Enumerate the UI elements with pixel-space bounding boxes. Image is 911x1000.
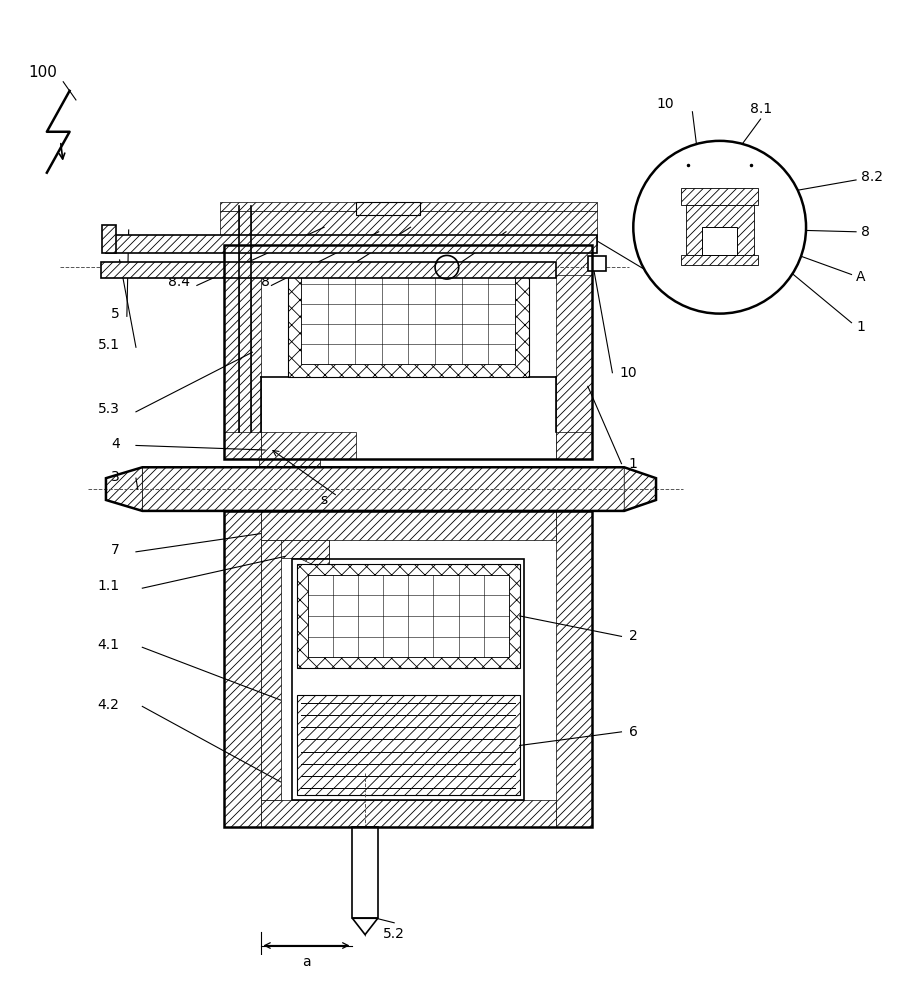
Text: s: s: [321, 493, 327, 507]
Polygon shape: [106, 467, 142, 511]
Polygon shape: [556, 245, 592, 459]
Text: 7: 7: [111, 543, 119, 557]
Text: 5.2: 5.2: [383, 927, 404, 941]
Text: 5.1: 5.1: [97, 338, 119, 352]
Text: 4.2: 4.2: [97, 698, 119, 712]
Text: A: A: [855, 270, 865, 284]
Polygon shape: [261, 540, 328, 558]
Bar: [288, 250, 528, 377]
Text: 3: 3: [111, 470, 119, 484]
Text: 8.4: 8.4: [168, 275, 189, 289]
Bar: [297, 695, 519, 795]
Text: 9: 9: [311, 275, 319, 289]
Bar: [355, 202, 419, 215]
Text: 5: 5: [111, 307, 119, 321]
Polygon shape: [556, 511, 592, 827]
Text: 10: 10: [619, 366, 637, 380]
Text: 2: 2: [628, 629, 637, 643]
Text: 8: 8: [261, 275, 270, 289]
Polygon shape: [259, 459, 319, 475]
Polygon shape: [681, 255, 757, 265]
Text: 8.1: 8.1: [749, 102, 771, 116]
Bar: [220, 202, 597, 211]
Text: 8: 8: [860, 225, 868, 239]
Text: 1.1: 1.1: [97, 579, 119, 593]
Polygon shape: [681, 188, 757, 205]
Text: 100: 100: [28, 65, 57, 80]
Text: 1: 1: [628, 457, 637, 471]
Text: 8.1: 8.1: [408, 275, 430, 289]
Bar: [101, 225, 116, 253]
Polygon shape: [261, 511, 556, 540]
Bar: [297, 564, 519, 668]
Polygon shape: [352, 918, 377, 935]
Polygon shape: [261, 540, 328, 572]
Polygon shape: [556, 432, 592, 459]
Polygon shape: [101, 262, 556, 278]
Bar: [588, 256, 605, 271]
Text: 8.2: 8.2: [860, 170, 882, 184]
Polygon shape: [224, 432, 261, 459]
Bar: [101, 253, 556, 262]
Polygon shape: [220, 211, 597, 245]
Text: 4.1: 4.1: [97, 638, 119, 652]
Polygon shape: [623, 467, 655, 511]
Polygon shape: [224, 245, 592, 275]
Polygon shape: [685, 205, 753, 255]
Text: 1: 1: [855, 320, 864, 334]
Text: 10: 10: [656, 97, 673, 111]
Text: 5.3: 5.3: [97, 402, 119, 416]
Polygon shape: [261, 540, 281, 800]
Polygon shape: [224, 245, 261, 459]
Text: a: a: [302, 955, 311, 969]
Polygon shape: [261, 432, 355, 459]
Bar: [292, 559, 524, 800]
Polygon shape: [239, 211, 251, 432]
Circle shape: [632, 141, 805, 314]
Polygon shape: [261, 800, 556, 827]
Bar: [302, 264, 515, 364]
Polygon shape: [701, 227, 736, 255]
Text: 4: 4: [111, 437, 119, 451]
Bar: [352, 827, 377, 918]
Polygon shape: [106, 235, 597, 253]
Polygon shape: [224, 511, 261, 827]
Polygon shape: [142, 467, 623, 511]
Bar: [307, 575, 508, 657]
Text: 6: 6: [628, 725, 637, 739]
